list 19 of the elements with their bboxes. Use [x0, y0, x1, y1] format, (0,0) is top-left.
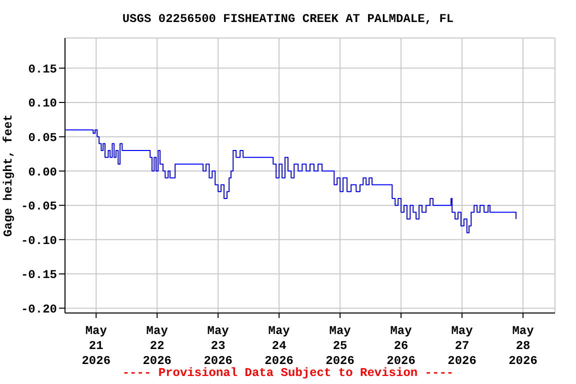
x-tick-label: May 27 2026	[448, 324, 476, 368]
x-tick-label: May 21 2026	[82, 324, 111, 368]
y-tick-label: 0.15	[28, 62, 57, 76]
text: ---- Provisional Data Subject to Revision ----	[122, 366, 454, 380]
x-tick-label: May 24 2026	[264, 324, 294, 368]
x-tick-label: May 25 2026	[326, 324, 354, 368]
y-tick-label: 0.00	[28, 165, 57, 180]
x-tick-label: May 28 2026	[508, 324, 538, 368]
y-tick-label: 0.05	[28, 131, 57, 146]
x-tick-label: May 22 2026	[142, 324, 172, 368]
y-tick-label: 0.10	[28, 96, 57, 111]
y-tick-label: -0.10	[20, 234, 57, 248]
y-axis-title: Gage height, feet	[1, 114, 16, 237]
chart-title: USGS 02256500 FISHEATING CREEK AT PALMDALE, FL	[121, 12, 455, 26]
x-tick-label: May 23 2026	[204, 324, 233, 368]
y-tick-label: -0.20	[20, 302, 57, 316]
x-tick-label: May 26 2026	[386, 324, 416, 368]
y-tick-label: -0.15	[20, 268, 57, 282]
y-tick-label: -0.05	[20, 200, 57, 214]
